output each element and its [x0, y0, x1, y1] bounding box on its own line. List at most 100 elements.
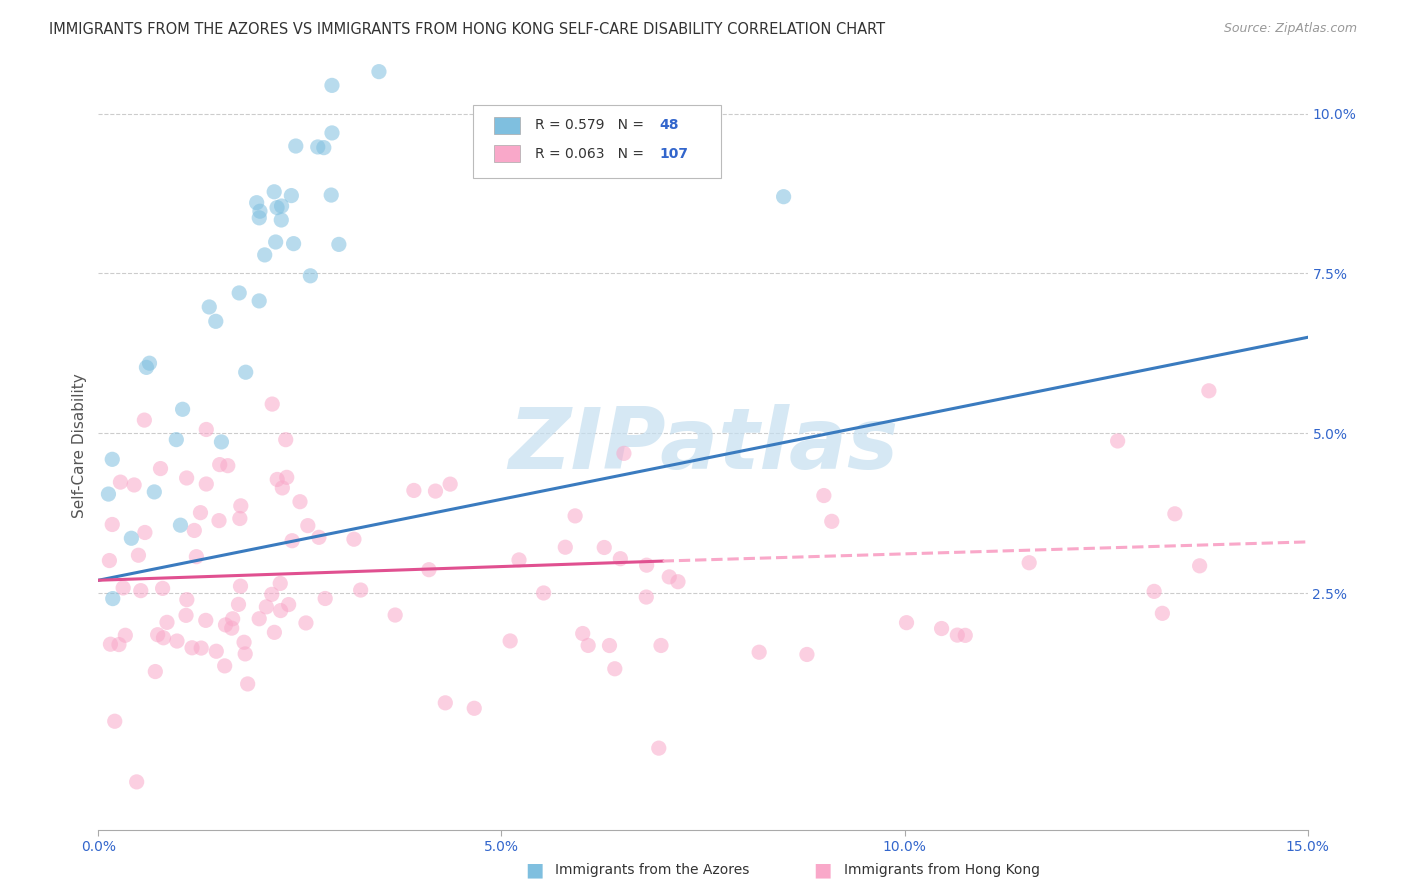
Point	[321, 188, 343, 202]
Point	[134, 525, 156, 540]
Point	[271, 481, 294, 495]
Point	[603, 662, 626, 676]
Point	[152, 631, 174, 645]
Text: ZIPatlas: ZIPatlas	[508, 404, 898, 488]
Point	[97, 487, 120, 501]
Point	[598, 639, 620, 653]
Point	[104, 714, 127, 729]
Point	[284, 139, 307, 153]
Point	[266, 473, 288, 487]
Point	[120, 531, 142, 545]
Point	[350, 582, 373, 597]
Point	[181, 640, 204, 655]
Point	[576, 639, 599, 653]
Text: Immigrants from the Azores: Immigrants from the Azores	[555, 863, 749, 877]
Point	[772, 189, 794, 203]
Text: 107: 107	[659, 146, 689, 161]
Point	[554, 540, 576, 554]
Point	[425, 484, 447, 499]
Point	[221, 621, 243, 635]
Point	[146, 628, 169, 642]
Point	[297, 518, 319, 533]
Point	[186, 549, 208, 564]
Point	[813, 489, 835, 503]
Point	[228, 598, 250, 612]
Point	[384, 608, 406, 623]
Point	[176, 471, 198, 485]
Point	[439, 477, 461, 491]
Point	[636, 590, 658, 604]
Point	[314, 591, 336, 606]
Point	[955, 628, 977, 642]
Point	[214, 659, 236, 673]
Point	[134, 413, 156, 427]
Point	[101, 591, 124, 606]
Point	[796, 648, 818, 662]
Point	[571, 626, 593, 640]
Point	[110, 475, 132, 489]
Point	[156, 615, 179, 630]
Point	[463, 701, 485, 715]
Point	[183, 524, 205, 538]
Point	[98, 553, 121, 567]
FancyBboxPatch shape	[494, 117, 520, 134]
Point	[499, 634, 522, 648]
Point	[508, 553, 530, 567]
Point	[143, 665, 166, 679]
Point	[321, 126, 343, 140]
Point	[246, 195, 269, 210]
Text: R = 0.063   N =: R = 0.063 N =	[534, 146, 648, 161]
Point	[172, 402, 194, 417]
Point	[274, 433, 297, 447]
Point	[650, 639, 672, 653]
Point	[1198, 384, 1220, 398]
Point	[1018, 556, 1040, 570]
Text: IMMIGRANTS FROM THE AZORES VS IMMIGRANTS FROM HONG KONG SELF-CARE DISABILITY COR: IMMIGRANTS FROM THE AZORES VS IMMIGRANTS…	[49, 22, 886, 37]
Point	[263, 185, 285, 199]
Point	[247, 612, 270, 626]
Point	[169, 518, 191, 533]
Point	[593, 541, 616, 555]
Point	[328, 237, 350, 252]
Point	[264, 235, 287, 249]
Point	[100, 637, 122, 651]
Point	[112, 581, 135, 595]
Text: 48: 48	[659, 119, 679, 132]
Y-axis label: Self-Care Disability: Self-Care Disability	[72, 374, 87, 518]
Point	[321, 78, 343, 93]
Point	[249, 204, 271, 219]
FancyBboxPatch shape	[494, 145, 520, 162]
Point	[174, 608, 197, 623]
Point	[1143, 584, 1166, 599]
Point	[896, 615, 918, 630]
Point	[434, 696, 457, 710]
Point	[266, 201, 288, 215]
Point	[533, 586, 555, 600]
Point	[402, 483, 425, 498]
Point	[295, 615, 318, 630]
Point	[195, 422, 218, 436]
Point	[228, 285, 250, 300]
Point	[247, 293, 270, 308]
Point	[221, 612, 243, 626]
Point	[343, 533, 366, 547]
Point	[127, 548, 149, 562]
Point	[208, 458, 231, 472]
Point	[277, 598, 299, 612]
Point	[658, 570, 681, 584]
Point	[190, 506, 212, 520]
Point	[125, 775, 148, 789]
Point	[166, 634, 188, 648]
FancyBboxPatch shape	[474, 104, 721, 178]
Point	[176, 592, 198, 607]
Text: ■: ■	[813, 860, 832, 880]
Point	[263, 625, 285, 640]
Point	[254, 599, 277, 614]
Point	[108, 638, 131, 652]
Point	[270, 603, 292, 617]
Point	[204, 314, 226, 328]
Point	[217, 458, 239, 473]
Point	[418, 563, 440, 577]
Point	[229, 499, 252, 513]
Point	[269, 576, 291, 591]
